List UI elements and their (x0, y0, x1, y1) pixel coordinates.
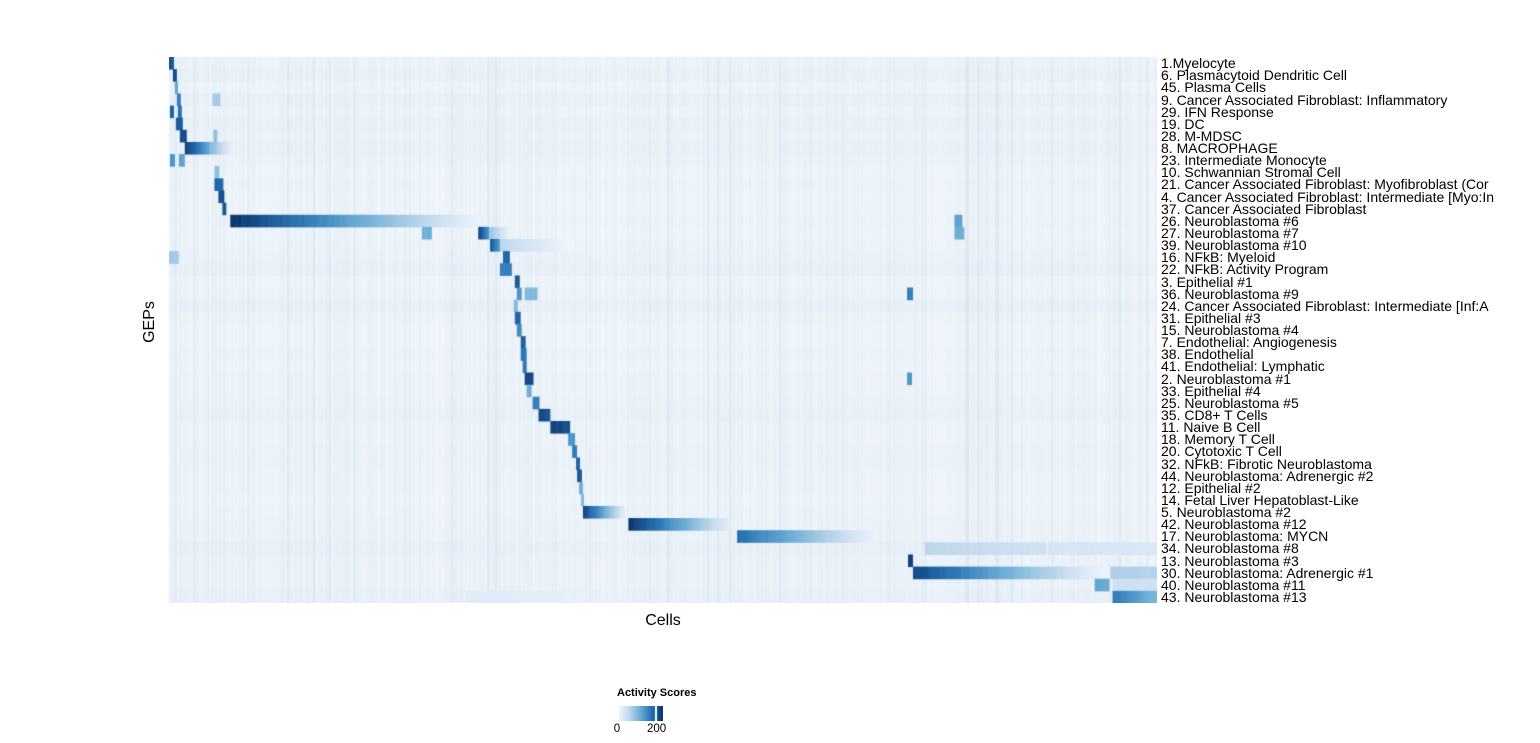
row-label: 18. Memory T Cell (1161, 431, 1275, 448)
row-label: 16. NFkB: Myeloid (1161, 249, 1276, 266)
row-label: 29. IFN Response (1161, 103, 1274, 120)
row-label: 35. CD8+ T Cells (1161, 406, 1268, 423)
row-label: 9. Cancer Associated Fibroblast: Inflamm… (1161, 91, 1448, 108)
row-label: 41. Endothelial: Lymphatic (1161, 358, 1325, 375)
row-label: 25. Neuroblastoma #5 (1161, 394, 1299, 411)
row-label: 4. Cancer Associated Fibroblast: Interme… (1161, 188, 1495, 205)
row-label: 1.Myelocyte (1161, 55, 1236, 72)
row-label: 36. Neuroblastoma #9 (1161, 285, 1299, 302)
legend-title: Activity Scores (617, 687, 697, 699)
row-label: 28. M-MDSC (1161, 127, 1242, 144)
row-label: 11. Naive B Cell (1161, 419, 1261, 436)
legend-tick-200: 200 (646, 723, 667, 735)
row-label: 6. Plasmacytoid Dendritic Cell (1161, 67, 1347, 84)
row-label: 24. Cancer Associated Fibroblast: Interm… (1161, 297, 1489, 314)
row-label: 23. Intermediate Monocyte (1161, 152, 1327, 169)
row-label: 20. Cytotoxic T Cell (1161, 443, 1282, 460)
row-label: 32. NFkB: Fibrotic Neuroblastoma (1161, 455, 1372, 472)
row-label: 14. Fetal Liver Hepatoblast-Like (1161, 491, 1359, 508)
row-label: 13. Neuroblastoma #3 (1161, 552, 1299, 569)
row-label: 40. Neuroblastoma #11 (1161, 576, 1306, 593)
row-label: 21. Cancer Associated Fibroblast: Myofib… (1161, 176, 1489, 193)
x-axis-label: Cells (645, 612, 681, 629)
row-label: 27. Neuroblastoma #7 (1161, 224, 1299, 241)
row-label: 15. Neuroblastoma #4 (1161, 322, 1299, 338)
row-label: 30. Neuroblastoma: Adrenergic #1 (1161, 564, 1374, 581)
row-label: 33. Epithelial #4 (1161, 382, 1261, 399)
row-label: 3. Epithelial #1 (1161, 273, 1253, 290)
row-label: 5. Neuroblastoma #2 (1161, 504, 1291, 520)
y-axis-label: GEPs (141, 301, 158, 343)
row-label: 45. Plasma Cells (1161, 79, 1267, 96)
legend-gradient-canvas (617, 706, 663, 721)
row-label: 42. Neuroblastoma #12 (1161, 516, 1307, 533)
row-label: 22. NFkB: Activity Program (1161, 261, 1329, 278)
row-label: 39. Neuroblastoma #10 (1161, 237, 1307, 254)
row-label: 12. Epithelial #2 (1161, 479, 1261, 496)
row-label: 37. Cancer Associated Fibroblast (1161, 200, 1367, 217)
row-label: 26. Neuroblastoma #6 (1161, 212, 1299, 229)
row-label: 31. Epithelial #3 (1161, 309, 1261, 326)
row-label: 44. Neuroblastoma: Adrenergic #2 (1161, 467, 1374, 484)
row-label: 7. Endothelial: Angiogenesis (1161, 334, 1337, 351)
legend-tick-0: 0 (613, 723, 621, 735)
row-label: 34. Neuroblastoma #8 (1161, 540, 1299, 557)
row-label: 19. DC (1161, 115, 1205, 132)
legend-ticks: 0 200 (613, 723, 667, 737)
row-label: 17. Neuroblastoma: MYCN (1161, 528, 1329, 545)
heatmap-canvas (169, 57, 1157, 603)
row-label: 8. MACROPHAGE (1161, 140, 1278, 156)
legend-gradient-bar (617, 706, 663, 721)
row-label: 43. Neuroblastoma #13 (1161, 588, 1307, 605)
legend: Activity Scores 0 200 (613, 687, 747, 737)
row-label: 10. Schwannian Stromal Cell (1161, 164, 1341, 181)
row-label: 2. Neuroblastoma #1 (1161, 370, 1291, 387)
row-labels: 1.Myelocyte 6. Plasmacytoid Dendritic Cel… (1161, 55, 1540, 605)
row-label: 38. Endothelial (1161, 346, 1254, 363)
